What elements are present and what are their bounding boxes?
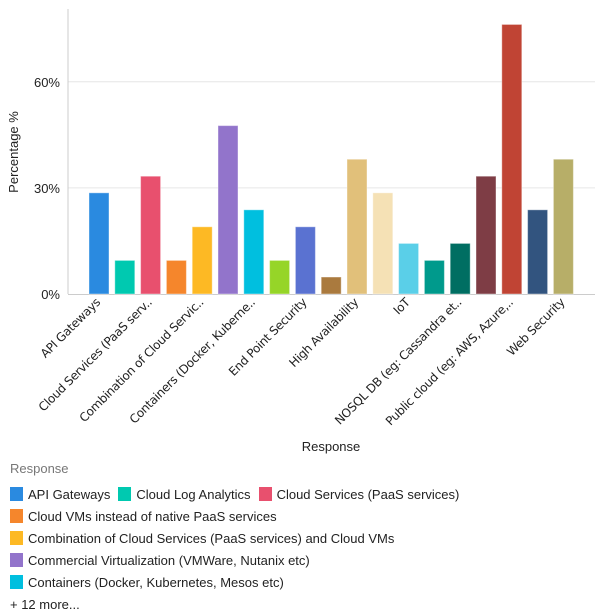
legend-row: API Gateways Cloud Log Analytics Cloud Ser… [10,483,595,505]
x-axis-label: Response [302,439,361,454]
legend-label: Cloud Log Analytics [136,486,251,502]
bar [449,242,471,295]
legend-item[interactable]: Cloud Log Analytics [118,483,251,505]
bar [243,209,265,295]
legend-row: Combination of Cloud Services (PaaS serv… [10,527,595,549]
legend-row: Cloud VMs instead of native PaaS service… [10,505,595,527]
legend-label: API Gateways [28,486,111,502]
bar [191,226,213,295]
legend-swatch [258,487,272,501]
legend-label: Commercial Virtualization (VMWare, Nutan… [28,552,310,568]
legend-label: Cloud Services (PaaS services) [276,486,460,502]
legend-swatch [10,531,23,545]
legend-swatch [118,487,132,501]
bar [527,209,549,295]
legend-swatch [10,575,23,589]
legend-swatch [10,509,23,523]
legend-row: Commercial Virtualization (VMWare, Nutan… [10,549,595,593]
bar [114,259,136,295]
bar [372,192,394,295]
legend: Response API Gateways Cloud Log Analytics… [10,461,595,612]
bar [320,276,342,295]
legend-more-link[interactable]: + 12 more... [10,597,80,612]
y-tick-label: 60% [34,75,60,90]
bar [501,23,523,295]
y-tick-label: 0% [41,287,60,302]
bar [140,175,162,295]
y-axis-label: Percentage % [6,111,21,193]
bar [165,259,187,295]
legend-item[interactable]: Cloud VMs instead of native PaaS service… [10,505,277,527]
legend-item[interactable]: Commercial Virtualization (VMWare, Nutan… [10,549,310,571]
legend-item[interactable]: Cloud Services (PaaS services) [258,483,460,505]
bar [475,175,497,295]
x-tick-label: IoT [391,295,414,318]
legend-swatch [10,553,23,567]
bar [398,242,420,295]
bar [88,192,110,295]
legend-label: Cloud VMs instead of native PaaS service… [28,508,277,524]
legend-title: Response [10,461,69,476]
legend-label: Containers (Docker, Kubernetes, Mesos et… [28,574,284,590]
legend-label: Combination of Cloud Services (PaaS serv… [28,530,395,546]
y-tick-label: 30% [34,181,60,196]
legend-item[interactable]: Combination of Cloud Services (PaaS serv… [10,527,394,549]
legend-swatch [10,487,23,501]
bar [217,125,239,295]
bar [346,158,368,295]
bar [552,158,574,295]
legend-item[interactable]: Containers (Docker, Kubernetes, Mesos et… [10,571,284,593]
legend-item[interactable]: API Gateways [10,483,110,505]
bar [269,259,291,295]
bar [423,259,445,295]
bar [294,226,316,295]
